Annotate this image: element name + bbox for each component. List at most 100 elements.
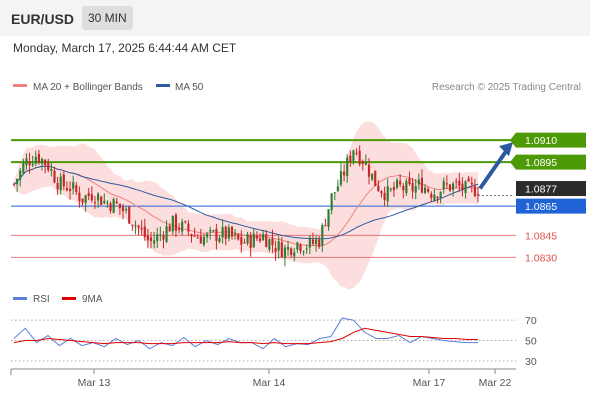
- ma20-legend-label: MA 20 + Bollinger Bands: [33, 82, 143, 93]
- ma50-line: [13, 165, 479, 240]
- chart-datetime: Monday, March 17, 2025 6:44:44 AM CET: [13, 41, 237, 55]
- candle-body: [90, 194, 93, 201]
- candle-body: [346, 157, 349, 176]
- candle-body: [349, 155, 352, 162]
- candle-body: [374, 170, 377, 186]
- candle-body: [252, 233, 255, 248]
- candle-body: [470, 182, 473, 185]
- candle-body: [318, 239, 321, 247]
- candle-body: [34, 156, 37, 164]
- rsi-panel: 70 50 30: [11, 315, 537, 368]
- timeframe-badge[interactable]: 30 MIN: [82, 6, 133, 30]
- candle-body: [364, 161, 367, 165]
- candle-body: [12, 183, 16, 185]
- candle-body: [87, 193, 90, 197]
- candle-body: [321, 224, 324, 246]
- candle-body: [255, 235, 258, 239]
- candle-body: [380, 191, 383, 194]
- level-badge-resistance: [510, 154, 586, 170]
- candle-body: [47, 162, 50, 171]
- ma50-legend-label: MA 50: [175, 82, 204, 93]
- candle-body: [445, 183, 448, 185]
- candle-body: [258, 238, 262, 242]
- candle-body: [131, 224, 134, 226]
- candle-body: [125, 208, 128, 211]
- level-label-support: 1.0845: [525, 230, 557, 242]
- x-tick-label: Mar 22: [479, 377, 512, 389]
- candle-body: [433, 194, 436, 201]
- candle-body: [324, 225, 327, 227]
- candle-body: [53, 170, 56, 183]
- rsi-tick-label: 50: [525, 336, 537, 348]
- candle-body: [305, 248, 308, 250]
- candle-body: [355, 152, 358, 154]
- candle-body: [377, 185, 380, 191]
- candle-body: [234, 233, 237, 235]
- candle-body: [227, 227, 230, 239]
- instrument-title: EUR/USD: [11, 11, 75, 27]
- candle-body: [243, 242, 246, 244]
- candle-body: [218, 238, 221, 242]
- candle-body: [448, 184, 452, 191]
- candle-body: [103, 200, 106, 204]
- candle-body: [112, 198, 115, 214]
- x-axis-ticks: Mar 13 Mar 14 Mar 17 Mar 22: [78, 369, 512, 389]
- candle-body: [420, 177, 424, 193]
- bollinger-band-area: [14, 121, 478, 289]
- x-tick-label: Mar 17: [413, 377, 446, 389]
- candle-body: [75, 185, 78, 193]
- candle-body: [308, 237, 311, 248]
- candle-body: [293, 252, 296, 257]
- candle-body: [196, 237, 199, 239]
- candle-body: [467, 178, 470, 182]
- candle-body: [25, 158, 28, 166]
- candle-body: [314, 239, 318, 245]
- candle-body: [327, 209, 330, 227]
- candle-body: [128, 206, 131, 224]
- candle-body: [473, 186, 476, 197]
- candle-body: [343, 171, 346, 176]
- candle-body: [28, 161, 31, 166]
- candle-body: [202, 237, 206, 245]
- candle-body: [199, 236, 202, 244]
- candle-body: [109, 203, 112, 211]
- candle-body: [464, 181, 467, 194]
- candle-body: [40, 158, 44, 164]
- level-label-resistance: 1.0910: [525, 135, 557, 147]
- candle-body: [280, 242, 283, 258]
- candle-body: [283, 247, 287, 258]
- candle-body: [274, 248, 277, 253]
- candle-body: [31, 164, 34, 166]
- candle-body: [395, 179, 399, 188]
- rsi-legend-label: RSI: [33, 294, 50, 305]
- candle-body: [399, 181, 402, 185]
- level-labels: 1.0910 1.0895 1.0877 1.0865 1.0845 1.0830: [510, 132, 586, 264]
- x-tick-label: Mar 13: [78, 377, 111, 389]
- candle-body: [383, 192, 386, 201]
- candle-body: [405, 181, 408, 194]
- candle-body: [159, 234, 162, 236]
- candle-body: [246, 234, 249, 244]
- level-badge-pivot: [516, 198, 586, 214]
- candle-body: [476, 194, 480, 196]
- candle-body: [442, 181, 445, 190]
- candle-body: [249, 234, 252, 248]
- level-label-support: 1.0830: [525, 252, 557, 264]
- candle-body: [439, 191, 442, 198]
- candle-body: [143, 226, 146, 237]
- candle-body: [22, 163, 25, 173]
- candle-body: [240, 236, 243, 245]
- chart-header: EUR/USD 30 MIN: [0, 0, 590, 36]
- candle-body: [408, 178, 411, 185]
- candle-body: [62, 174, 65, 187]
- candlesticks: [12, 145, 480, 267]
- candle-body: [336, 186, 339, 192]
- candle-body: [414, 186, 417, 193]
- candle-body: [93, 202, 97, 204]
- forecast-arrow-head: [499, 142, 513, 157]
- level-badge-current: [516, 181, 586, 197]
- candle-body: [84, 195, 87, 203]
- candle-body: [430, 193, 433, 198]
- candle-body: [44, 159, 47, 166]
